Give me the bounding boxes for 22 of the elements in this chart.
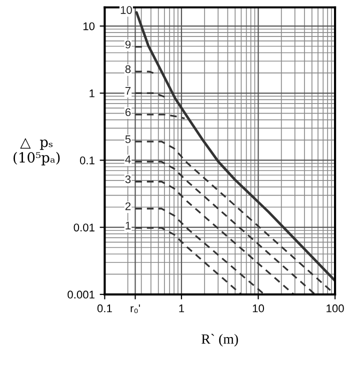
series-label: 6 [125,108,131,116]
y-axis-title: △ pₛ (10⁵pₐ) [14,138,60,166]
y-tick-label: 0.001 [68,290,94,299]
series-label: 8 [125,65,131,74]
x-tick-label: 10 [252,304,264,312]
series-label: 3 [125,175,131,184]
series-label: 9 [125,40,131,48]
series-label: 2 [125,202,131,210]
series-label: 10 [120,6,132,14]
x-tick-label: 0.1 [97,304,112,312]
series-label: 7 [125,86,131,95]
y-tick-label: 0.1 [80,156,94,164]
series-label: 5 [125,135,131,144]
y-tick-label: 0.01 [74,224,94,232]
y-tick-label: 1 [90,90,94,98]
x-tick-label: r₀' [130,304,140,314]
x-axis-title: R` (m) [202,334,238,347]
series-label: 1 [126,222,131,230]
x-tick-label: 1 [179,304,184,312]
x-tick-label: 100 [326,304,344,312]
series-label: 4 [125,156,131,164]
y-tick-label: 10 [83,22,95,30]
